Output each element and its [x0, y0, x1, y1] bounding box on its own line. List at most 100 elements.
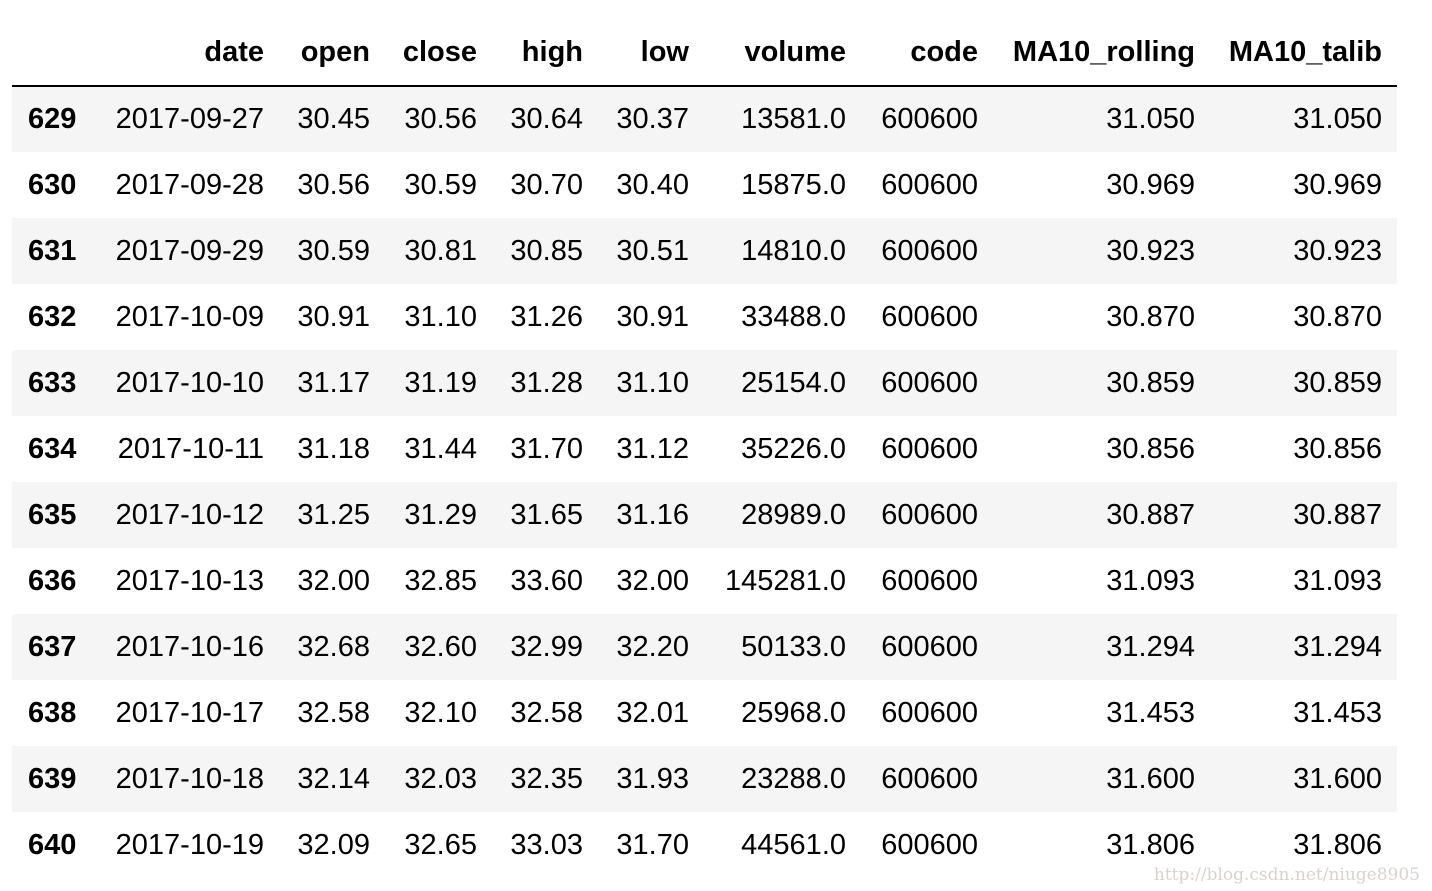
table-cell: 30.91: [297, 300, 370, 333]
row-index: 639: [28, 762, 77, 795]
column-header: high: [492, 20, 598, 87]
table-cell: 32.14: [297, 762, 370, 795]
table-cell: 30.70: [510, 168, 583, 201]
table-cell: 600600: [881, 432, 978, 465]
table-cell: 31.93: [616, 762, 689, 795]
table-cell: 600600: [881, 828, 978, 861]
table-cell: 2017-10-16: [115, 630, 264, 663]
dataframe-table: date open close high low volume code MA10_rolli…: [12, 20, 1397, 878]
table-row: 638 2017-10-17 32.58 32.10 32.58 32.01 25968.0…: [12, 680, 1397, 746]
table-cell: 30.859: [1293, 366, 1382, 399]
table-cell: 2017-10-13: [115, 564, 264, 597]
watermark: http://blog.csdn.net/niuge8905: [1153, 865, 1420, 885]
table-cell: 145281.0: [725, 564, 846, 597]
table-cell: 2017-10-09: [115, 300, 264, 333]
table-cell: 31.050: [1293, 103, 1382, 135]
table-row: 630 2017-09-28 30.56 30.59 30.70 30.40 15875.0…: [12, 152, 1397, 218]
table-cell: 30.923: [1106, 234, 1195, 267]
table-row: 633 2017-10-10 31.17 31.19 31.28 31.10 25154.0…: [12, 350, 1397, 416]
table-cell: 32.60: [404, 630, 477, 663]
table-cell: 33488.0: [741, 300, 846, 333]
table-cell: 31.17: [297, 366, 370, 399]
table-cell: 32.35: [510, 762, 583, 795]
table-cell: 31.050: [1106, 103, 1195, 135]
row-index: 633: [28, 366, 77, 399]
table-cell: 31.44: [404, 432, 477, 465]
table-cell: 30.51: [616, 234, 689, 267]
table-cell: 30.859: [1106, 366, 1195, 399]
table-cell: 600600: [881, 168, 978, 201]
table-cell: 30.887: [1293, 498, 1382, 531]
table-cell: 30.969: [1293, 168, 1382, 201]
table-cell: 31.294: [1106, 630, 1195, 663]
table-cell: 30.56: [404, 103, 477, 135]
table-cell: 31.65: [510, 498, 583, 531]
table-cell: 30.40: [616, 168, 689, 201]
table-cell: 31.453: [1106, 696, 1195, 729]
table-cell: 50133.0: [741, 630, 846, 663]
table-cell: 31.28: [510, 366, 583, 399]
table-cell: 30.59: [297, 234, 370, 267]
column-header: open: [279, 20, 385, 87]
table-cell: 30.85: [510, 234, 583, 267]
table-cell: 31.10: [404, 300, 477, 333]
table-row: 629 2017-09-27 30.45 30.56 30.64 30.37 13581.0…: [12, 86, 1397, 152]
table-cell: 2017-10-19: [115, 828, 264, 861]
table-cell: 33.60: [510, 564, 583, 597]
table-cell: 32.20: [616, 630, 689, 663]
table-cell: 32.03: [404, 762, 477, 795]
table-cell: 30.64: [510, 103, 583, 135]
table-row: 636 2017-10-13 32.00 32.85 33.60 32.00 145281.…: [12, 548, 1397, 614]
table-cell: 31.10: [616, 366, 689, 399]
table-cell: 31.806: [1106, 828, 1195, 861]
row-index: 629: [28, 103, 77, 135]
table-cell: 31.093: [1106, 564, 1195, 597]
table-cell: 2017-09-28: [115, 168, 264, 201]
table-cell: 30.37: [616, 103, 689, 135]
table-cell: 600600: [881, 564, 978, 597]
column-header: close: [385, 20, 492, 87]
row-index: 634: [28, 432, 77, 465]
table-cell: 30.887: [1106, 498, 1195, 531]
column-header: MA10_rolling: [993, 20, 1210, 87]
table-cell: 30.56: [297, 168, 370, 201]
table-cell: 30.59: [404, 168, 477, 201]
row-index: 637: [28, 630, 77, 663]
column-header: [12, 20, 93, 87]
table-cell: 600600: [881, 762, 978, 795]
row-index: 632: [28, 300, 77, 333]
table-cell: 30.923: [1293, 234, 1382, 267]
table-cell: 31.093: [1293, 564, 1382, 597]
table-cell: 600600: [881, 498, 978, 531]
row-index: 631: [28, 234, 77, 267]
row-index: 640: [28, 828, 77, 861]
column-header: code: [861, 20, 993, 87]
table-cell: 31.26: [510, 300, 583, 333]
table-cell: 32.58: [510, 696, 583, 729]
table-cell: 32.00: [297, 564, 370, 597]
table-cell: 600600: [881, 630, 978, 663]
table-cell: 32.10: [404, 696, 477, 729]
table-cell: 30.81: [404, 234, 477, 267]
table-cell: 31.294: [1293, 630, 1382, 663]
table-cell: 13581.0: [741, 103, 846, 135]
column-header: date: [93, 20, 279, 87]
table-row: 635 2017-10-12 31.25 31.29 31.65 31.16 28989.0…: [12, 482, 1397, 548]
table-row: 634 2017-10-11 31.18 31.44 31.70 31.12 35226.0…: [12, 416, 1397, 482]
table-cell: 32.09: [297, 828, 370, 861]
table-cell: 31.29: [404, 498, 477, 531]
table-cell: 14810.0: [741, 234, 846, 267]
table-cell: 33.03: [510, 828, 583, 861]
table-cell: 15875.0: [741, 168, 846, 201]
row-index: 630: [28, 168, 77, 201]
table-cell: 32.01: [616, 696, 689, 729]
table-cell: 600600: [881, 103, 978, 135]
table-cell: 30.870: [1293, 300, 1382, 333]
table-row: 640 2017-10-19 32.09 32.65 33.03 31.70 44561.0…: [12, 812, 1397, 878]
table-cell: 32.65: [404, 828, 477, 861]
table-cell: 44561.0: [741, 828, 846, 861]
table-cell: 28989.0: [741, 498, 846, 531]
header-row: date open close high low volume code MA10_rolli…: [12, 20, 1397, 87]
table-cell: 2017-10-10: [115, 366, 264, 399]
table-cell: 31.18: [297, 432, 370, 465]
